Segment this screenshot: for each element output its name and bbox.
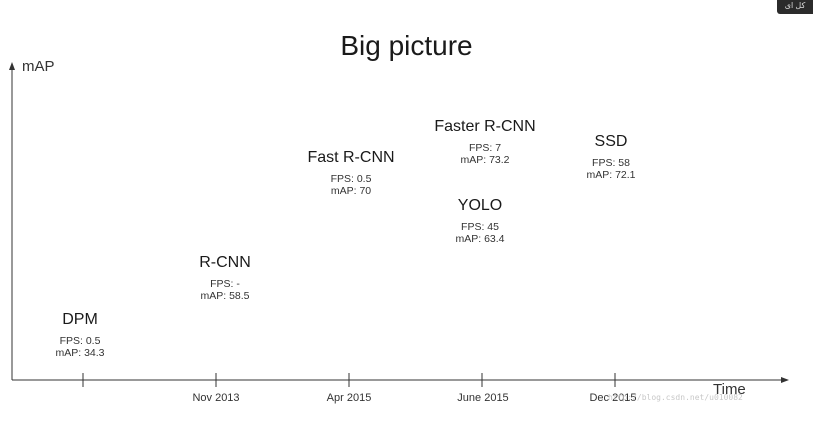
model-fps: FPS: - [210,278,240,290]
model-name: Fast R-CNN [307,149,395,166]
model-name: DPM [62,311,98,328]
model-fps: FPS: 45 [461,221,499,233]
tick-label-dec-2015: Dec 2015 [589,392,637,404]
model-fast-r-cnn: Fast R-CNN FPS: 0.5 mAP: 70 [276,148,426,197]
model-fps: FPS: 7 [468,142,502,154]
model-faster-r-cnn: Faster R-CNN FPS: 7 mAP: 73.2 [410,117,560,166]
model-stats: FPS: 58 mAP: 72.1 [536,157,686,181]
y-axis-arrow [9,62,15,70]
model-ssd: SSD FPS: 58 mAP: 72.1 [536,132,686,181]
tick-label-apr-2015: Apr 2015 [326,392,372,404]
tick-label-nov-2013: Nov 2013 [192,392,240,404]
model-name: R-CNN [199,254,251,271]
model-yolo: YOLO FPS: 45 mAP: 63.4 [405,196,555,245]
model-name: SSD [594,133,628,150]
model-map: mAP: 34.3 [55,347,105,359]
page-title: Big picture [340,30,473,61]
x-axis-label: Time [713,381,746,398]
model-name: YOLO [457,197,503,214]
model-map: mAP: 70 [330,185,372,197]
x-axis-arrow [781,377,789,383]
model-fps: FPS: 0.5 [59,335,101,347]
model-fps: FPS: 0.5 [330,173,372,185]
model-map: mAP: 73.2 [460,154,510,166]
model-stats: FPS: 45 mAP: 63.4 [405,221,555,245]
model-stats: FPS: 7 mAP: 73.2 [410,142,560,166]
model-name: Faster R-CNN [434,118,536,135]
tick-label-june-2015: June 2015 [457,392,509,404]
y-axis-label: mAP [22,58,55,75]
watermark: http://blog.csdn.net/u010082 [608,393,743,402]
model-fps: FPS: 58 [592,157,630,169]
model-map: mAP: 72.1 [586,169,636,181]
model-map: mAP: 58.5 [200,290,250,302]
model-r-cnn: R-CNN FPS: - mAP: 58.5 [150,253,300,302]
model-map: mAP: 63.4 [455,233,505,245]
model-stats: FPS: 0.5 mAP: 70 [276,173,426,197]
model-stats: FPS: 0.5 mAP: 34.3 [5,335,155,359]
corner-badge: کل ای [777,0,813,14]
model-stats: FPS: - mAP: 58.5 [150,278,300,302]
model-dpm: DPM FPS: 0.5 mAP: 34.3 [5,310,155,359]
